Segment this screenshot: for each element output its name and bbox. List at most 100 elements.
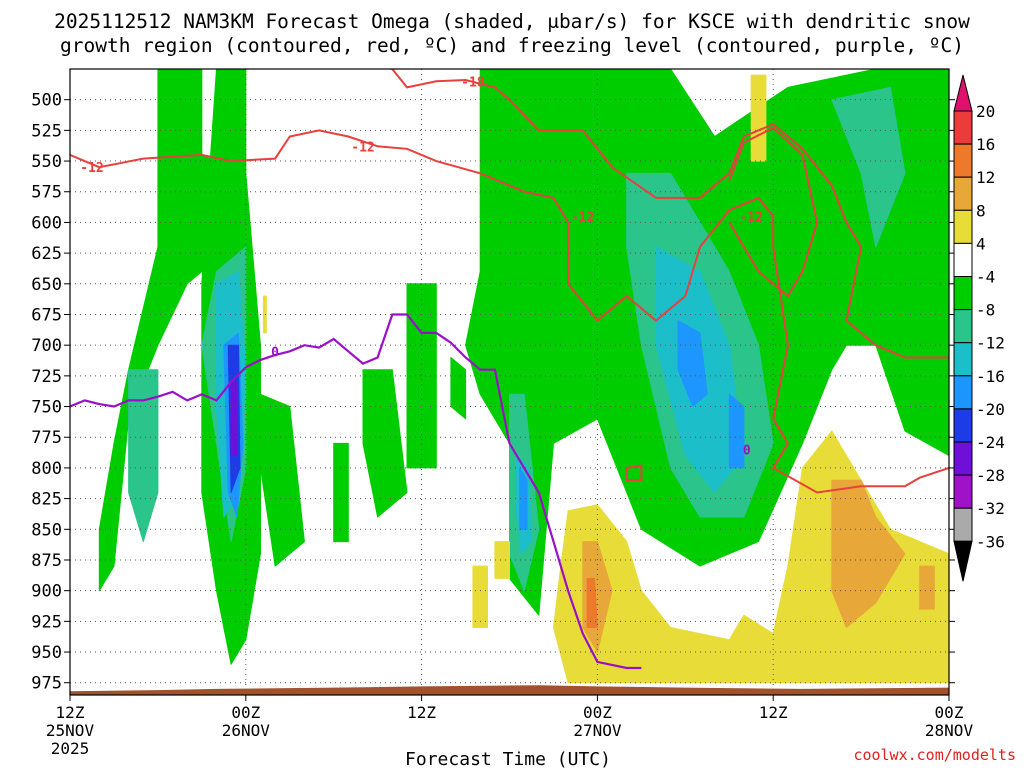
x-tick-label-0-line1: 12Z [56,703,85,722]
colorbar-segment-8 [953,342,973,377]
x-tick-label-0-line2: 25NOV [46,721,95,740]
colorbar-segment-11 [953,441,973,476]
y-tick-label-600: 600 [31,213,62,233]
colorbar-segment-10 [953,408,973,443]
colorbar-segment-3 [953,176,973,211]
contour-label-1: -12 [351,140,374,155]
contour-label-layer: -12 -12 -18 -12 -12 0 0 [80,75,763,458]
y-tick-label-950: 950 [31,643,62,663]
x-axis-title: Forecast Time (UTC) [405,749,611,768]
upward-motion-area-4 [333,442,349,543]
dendritic-minus18-inner-contour [728,126,819,298]
y-tick-label-900: 900 [31,582,62,602]
colorbar-label-6: -8 [976,301,995,320]
colorbar-segment-13 [953,507,973,542]
colorbar-segment-5 [953,242,973,277]
x-tick-label-24-line1: 12Z [407,703,436,722]
y-tick-label-775: 775 [31,428,62,448]
colorbar: 20 16 12 8 4 -4 -8 -12 -16 -20 -24 -28 -32 -36 [953,74,1005,582]
y-tick-label-625: 625 [31,244,62,264]
colorbar-segment-4 [953,209,973,244]
colorbar-label-2: 12 [976,168,995,187]
contour-label-5: 0 [271,345,279,360]
y-tick-label-850: 850 [31,520,62,540]
x-tick-label-12-line2: 26NOV [222,721,271,740]
strong-lift-3 [519,467,528,530]
omega-shading-layer [70,69,949,695]
dendritic-minus12-contour [70,129,949,494]
colorbar-label-9: -20 [976,400,1005,419]
dendritic-minus18-contour [387,69,949,359]
contour-label-4: -12 [739,210,762,225]
y-tick-label-525: 525 [31,121,62,141]
colorbar-label-7: -12 [976,334,1005,353]
chart-title-line-2: growth region (contoured, red, ºC) and f… [60,34,964,57]
y-tick-label-800: 800 [31,459,62,479]
upward-motion-area-6 [406,283,437,469]
terrain-surface [70,685,949,695]
y-tick-label-825: 825 [31,490,62,510]
contour-label-0: -12 [80,161,103,176]
x-tick-label-36-line1: 00Z [583,703,612,722]
x-tick-label-60-line1: 00Z [935,703,964,722]
sinking-motion-area-3 [472,565,488,628]
contour-label-2: -18 [461,75,485,90]
upward-motion-area-3 [260,393,305,567]
sinking-motion-core-3 [919,565,935,610]
y-tick-label-675: 675 [31,305,62,325]
colorbar-label-4: 4 [976,234,986,253]
colorbar-label-10: -24 [976,433,1005,452]
y-axis: 500 525 550 575 600 625 650 675 700 725 750 775 800 8… [31,91,955,694]
source-credit: coolwx.com/modelts [853,746,1016,764]
x-tick-label-48-line1: 12Z [759,703,788,722]
colorbar-segment-9 [953,375,973,410]
x-tick-label-60-line2: 28NOV [925,721,974,740]
colorbar-bottom-arrow [953,540,973,582]
y-tick-label-550: 550 [31,152,62,172]
contour-layer [70,69,949,670]
x-tick-label-12-line1: 00Z [231,703,260,722]
colorbar-label-11: -28 [976,466,1005,485]
y-tick-label-925: 925 [31,612,62,632]
colorbar-segment-2 [953,143,973,178]
upward-motion-area-5 [362,369,408,518]
y-tick-label-650: 650 [31,275,62,295]
y-tick-label-875: 875 [31,551,62,571]
colorbar-label-3: 8 [976,201,986,220]
y-tick-label-500: 500 [31,91,62,111]
plot-frame [69,68,950,696]
x-tick-label-36-line2: 27NOV [573,721,622,740]
freezing-level-contour [70,313,642,670]
colorbar-segment-7 [953,309,973,344]
colorbar-label-5: -4 [976,268,995,287]
upward-motion-area-8 [450,357,467,420]
strong-lift-1 [677,320,708,407]
colorbar-label-8: -16 [976,367,1005,386]
sinking-motion-core-4 [586,577,598,628]
contour-label-6: 0 [743,444,751,459]
colorbar-label-13: -36 [976,532,1005,551]
colorbar-label-0: 20 [976,102,995,121]
colorbar-segment-6 [953,276,973,311]
sinking-motion-area-2 [494,541,510,579]
chart-title-line-1: 2025112512 NAM3KM Forecast Omega (shaded… [54,10,970,33]
y-tick-label-575: 575 [31,183,62,203]
y-tick-label-700: 700 [31,336,62,356]
colorbar-label-1: 16 [976,135,995,154]
x-tick-label-0-line3: 2025 [51,739,90,758]
strong-lift-core-2 [230,381,238,457]
sinking-motion-area-4 [750,74,767,162]
colorbar-segment-12 [953,474,973,509]
contour-label-3: -12 [571,210,594,225]
strong-lift-2 [728,393,745,469]
colorbar-segment-1 [953,110,973,145]
y-tick-label-725: 725 [31,367,62,387]
dendritic-small-contour [625,464,643,482]
colorbar-label-12: -32 [976,499,1005,518]
sinking-motion-area-5 [262,295,267,334]
upward-motion-core-4 [831,86,906,248]
y-tick-label-975: 975 [31,674,62,694]
